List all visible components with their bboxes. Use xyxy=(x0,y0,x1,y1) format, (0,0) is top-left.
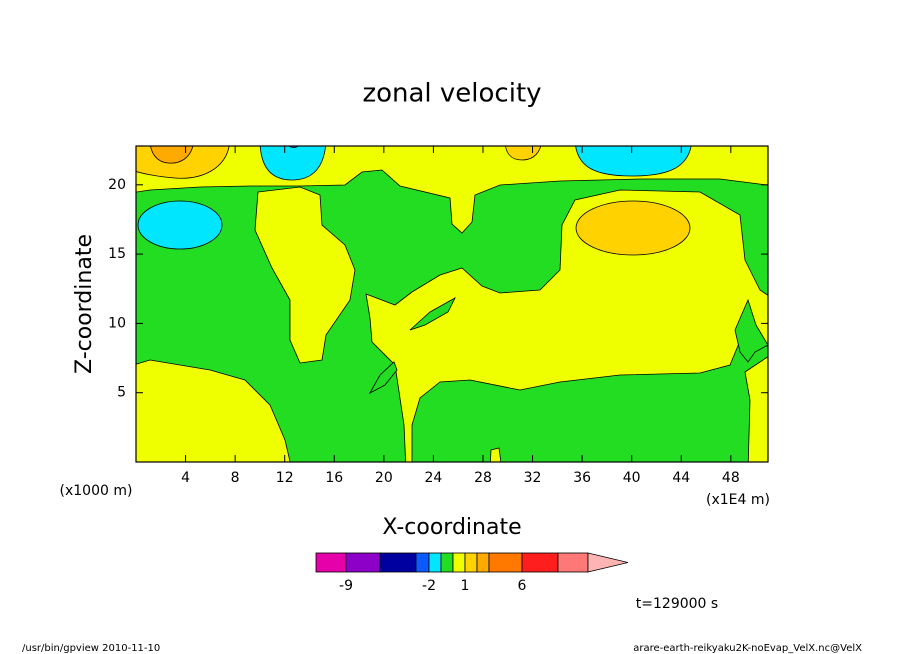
x-tick-label: 20 xyxy=(375,470,393,486)
colorbar-box xyxy=(464,552,478,573)
x-tick-label: 28 xyxy=(474,470,492,486)
contour-region xyxy=(150,146,194,164)
colorbar-box xyxy=(440,552,454,573)
y-unit: (x1000 m) xyxy=(60,483,133,499)
x-unit: (x1E4 m) xyxy=(706,492,770,508)
footer-left: /usr/bin/gpview 2010-11-10 xyxy=(22,643,160,654)
x-tick-label: 12 xyxy=(276,470,294,486)
colorbar-tick-label: -2 xyxy=(422,578,436,594)
colorbar-tick-label: 1 xyxy=(461,578,470,594)
colorbar: -9 -2 1 6 xyxy=(315,552,629,594)
x-tick-label: 8 xyxy=(231,470,240,486)
chart-title: zonal velocity xyxy=(362,79,541,109)
colorbar-box xyxy=(557,552,589,573)
colorbar-box xyxy=(452,552,466,573)
contour-region xyxy=(254,186,356,364)
contour-region xyxy=(489,447,502,462)
x-tick-label: 44 xyxy=(672,470,690,486)
contour-region xyxy=(505,146,542,161)
contour-region xyxy=(575,146,692,177)
y-tick-label: 15 xyxy=(108,246,126,262)
contour-region xyxy=(368,361,398,394)
x-axis-label: X-coordinate xyxy=(382,515,521,540)
time-annotation: t=129000 s xyxy=(636,596,718,612)
colorbar-box xyxy=(345,552,381,573)
x-tick-label: 16 xyxy=(325,470,343,486)
colorbar-box xyxy=(488,552,523,573)
contour-region xyxy=(259,146,326,181)
y-tick-label: 10 xyxy=(108,315,126,331)
x-tick-label: 40 xyxy=(623,470,641,486)
plot-frame xyxy=(135,145,769,463)
contour-region xyxy=(137,200,223,250)
x-tick-label: 4 xyxy=(181,470,190,486)
y-axis-label: Z-coordinate xyxy=(72,234,97,374)
colorbar-box xyxy=(379,552,417,573)
contour-region xyxy=(575,200,691,256)
colorbar-box xyxy=(521,552,559,573)
y-tick-label: 20 xyxy=(108,177,126,193)
colorbar-tick-label: 6 xyxy=(518,578,527,594)
contour-region xyxy=(136,359,291,462)
x-tick-label: 36 xyxy=(573,470,591,486)
contour-region xyxy=(409,297,456,331)
colorbar-tick-label: -9 xyxy=(339,578,353,594)
contour-region xyxy=(734,298,768,363)
y-tick-label: 5 xyxy=(117,385,126,401)
colorbar-box xyxy=(428,552,442,573)
x-tick-label: 24 xyxy=(424,470,442,486)
contour-region xyxy=(744,356,768,462)
footer-right: arare-earth-reikyaku2K-noEvap_VelX.nc@Ve… xyxy=(633,643,862,654)
colorbar-box xyxy=(476,552,490,573)
x-tick-label: 32 xyxy=(524,470,542,486)
x-tick-label: 48 xyxy=(722,470,740,486)
colorbar-box xyxy=(415,552,430,573)
colorbar-box xyxy=(315,552,347,573)
contour-field xyxy=(136,146,768,462)
colorbar-extend xyxy=(587,552,629,573)
